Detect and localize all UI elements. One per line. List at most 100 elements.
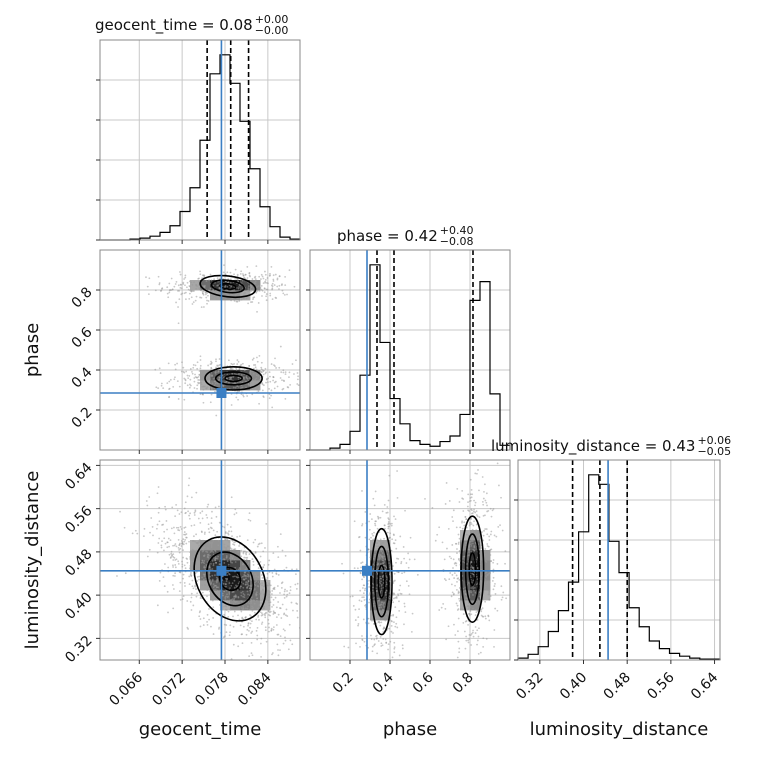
sample-point bbox=[387, 518, 390, 521]
sample-point bbox=[157, 486, 160, 488]
sample-point bbox=[475, 510, 478, 513]
sample-point bbox=[240, 610, 243, 613]
y-tick-label: 0.64 bbox=[62, 460, 95, 493]
sample-point bbox=[470, 488, 473, 491]
sample-point bbox=[241, 362, 244, 365]
sample-point bbox=[278, 284, 281, 287]
sample-point bbox=[362, 592, 365, 595]
sample-point bbox=[485, 528, 488, 530]
sample-point bbox=[408, 558, 411, 561]
sample-point bbox=[459, 608, 462, 611]
sample-point bbox=[457, 630, 459, 633]
sample-point bbox=[228, 599, 231, 602]
sample-point bbox=[188, 292, 191, 295]
sample-point bbox=[464, 544, 467, 547]
sample-point bbox=[210, 371, 213, 374]
sample-point bbox=[215, 298, 218, 300]
sample-point bbox=[470, 518, 472, 520]
sample-point bbox=[192, 550, 195, 553]
sample-point bbox=[207, 523, 210, 526]
sample-point bbox=[469, 493, 472, 496]
sample-point bbox=[223, 562, 226, 564]
sample-point bbox=[264, 367, 267, 370]
sample-point bbox=[188, 567, 191, 570]
sample-point bbox=[241, 616, 244, 619]
sample-point bbox=[240, 298, 243, 301]
contour-line bbox=[224, 374, 243, 383]
sample-point bbox=[370, 536, 372, 539]
contour-line bbox=[206, 551, 254, 607]
sample-point bbox=[256, 597, 258, 600]
sample-point bbox=[172, 564, 174, 567]
sample-point bbox=[341, 562, 343, 565]
sample-point bbox=[226, 577, 229, 580]
sample-point bbox=[382, 604, 385, 606]
sample-point bbox=[275, 616, 278, 619]
sample-point bbox=[172, 556, 175, 558]
sample-point bbox=[210, 582, 213, 585]
sample-point bbox=[388, 580, 391, 583]
sample-point bbox=[265, 611, 268, 614]
sample-point bbox=[202, 388, 205, 391]
title-err-minus: −0.05 bbox=[697, 445, 731, 458]
sample-point bbox=[271, 282, 274, 285]
sample-point bbox=[339, 622, 341, 624]
sample-point bbox=[485, 584, 487, 587]
sample-point bbox=[296, 378, 299, 381]
sample-point bbox=[142, 535, 145, 538]
sample-point bbox=[364, 536, 367, 539]
sample-point bbox=[231, 539, 234, 542]
sample-point bbox=[492, 561, 495, 564]
sample-point bbox=[264, 626, 267, 629]
sample-point bbox=[187, 377, 190, 379]
sample-point bbox=[234, 386, 237, 389]
sample-point bbox=[248, 512, 251, 515]
sample-point bbox=[206, 561, 209, 563]
sample-point bbox=[396, 497, 399, 499]
density-cell bbox=[190, 280, 201, 291]
panel-frame bbox=[517, 459, 721, 661]
sample-point bbox=[283, 590, 286, 593]
sample-point bbox=[462, 557, 464, 560]
sample-point bbox=[485, 575, 487, 578]
sample-point bbox=[261, 588, 264, 591]
sample-point bbox=[405, 562, 408, 564]
sample-point bbox=[235, 575, 238, 578]
sample-point bbox=[191, 284, 194, 286]
sample-point bbox=[276, 278, 279, 281]
sample-point bbox=[354, 608, 357, 611]
sample-point bbox=[491, 580, 494, 582]
sample-point bbox=[403, 605, 406, 608]
sample-point bbox=[470, 587, 473, 589]
sample-point bbox=[393, 647, 396, 650]
sample-point bbox=[253, 276, 256, 279]
sample-point bbox=[263, 564, 266, 566]
sample-point bbox=[450, 595, 453, 598]
sample-point bbox=[178, 289, 181, 292]
sample-point bbox=[255, 290, 258, 293]
sample-point bbox=[407, 585, 410, 587]
sample-point bbox=[206, 299, 208, 302]
sample-point bbox=[184, 291, 187, 294]
sample-point bbox=[373, 531, 375, 534]
sample-point bbox=[231, 368, 234, 371]
sample-point bbox=[493, 534, 496, 537]
sample-point bbox=[295, 359, 297, 362]
sample-point bbox=[480, 575, 483, 578]
sample-point bbox=[484, 548, 487, 550]
sample-point bbox=[205, 564, 208, 566]
sample-point bbox=[476, 629, 479, 632]
sample-point bbox=[201, 548, 204, 551]
sample-point bbox=[386, 553, 389, 556]
sample-point bbox=[480, 608, 483, 611]
sample-point bbox=[270, 630, 273, 632]
sample-point bbox=[226, 593, 228, 596]
sample-point bbox=[145, 276, 147, 279]
sample-point bbox=[240, 555, 243, 558]
sample-point bbox=[234, 268, 237, 271]
sample-point bbox=[158, 520, 161, 523]
sample-point bbox=[377, 621, 380, 623]
sample-point bbox=[207, 554, 209, 556]
sample-point bbox=[474, 608, 477, 611]
sample-point bbox=[487, 614, 490, 617]
